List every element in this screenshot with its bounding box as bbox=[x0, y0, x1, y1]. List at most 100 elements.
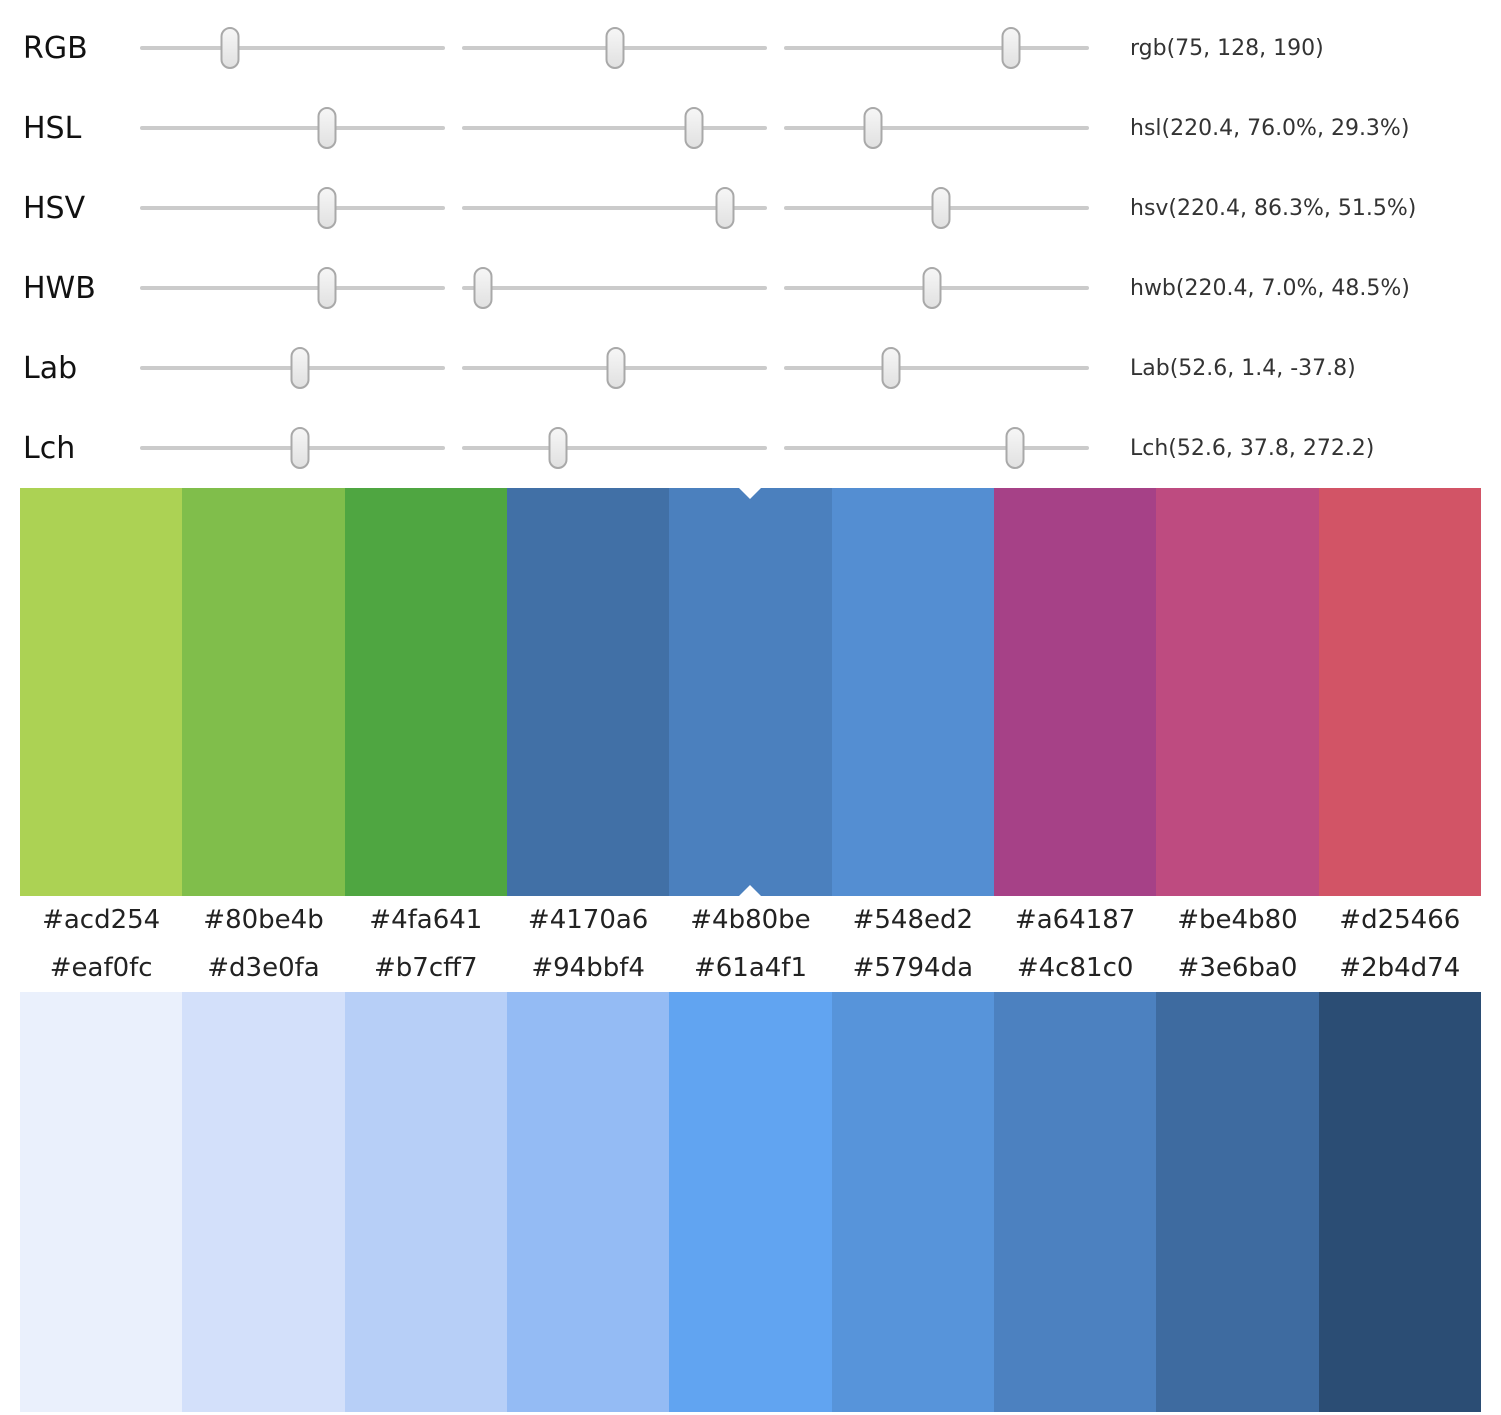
swatch-3e6ba0[interactable] bbox=[1156, 992, 1319, 1412]
swatch-5794da[interactable] bbox=[831, 992, 994, 1412]
slider-track[interactable] bbox=[462, 446, 767, 450]
slider-track[interactable] bbox=[784, 446, 1089, 450]
slider-track[interactable] bbox=[140, 126, 445, 130]
swatch-2b4d74[interactable] bbox=[1318, 992, 1481, 1412]
slider-thumb[interactable] bbox=[684, 107, 704, 149]
swatch-b7cff7[interactable] bbox=[344, 992, 507, 1412]
hue-labels: #acd254 #80be4b #4fa641 #4170a6 #4b80be #548e… bbox=[20, 896, 1481, 944]
swatch-hex-label: #3e6ba0 bbox=[1177, 953, 1298, 983]
swatch-hex-label: #be4b80 bbox=[1177, 905, 1298, 935]
slider-track[interactable] bbox=[140, 46, 445, 50]
hue-swatches bbox=[20, 488, 1481, 896]
swatch-d3e0fa[interactable] bbox=[182, 992, 345, 1412]
hsv-slider-s[interactable] bbox=[462, 185, 767, 231]
swatch-acd254[interactable] bbox=[20, 488, 183, 896]
hwb-slider-b[interactable] bbox=[784, 265, 1089, 311]
slider-track[interactable] bbox=[140, 286, 445, 290]
swatch-hex-label: #a64187 bbox=[1014, 905, 1136, 935]
slider-row-hsv: HSV hsv(220.4, 86.3%, 51.5%) bbox=[23, 168, 1501, 248]
slider-thumb[interactable] bbox=[863, 107, 883, 149]
swatch-hex-label: #4170a6 bbox=[527, 905, 649, 935]
hwb-slider-w[interactable] bbox=[462, 265, 767, 311]
slider-thumb[interactable] bbox=[606, 347, 626, 389]
swatch-hex-label: #61a4f1 bbox=[693, 953, 807, 983]
shade-swatches bbox=[20, 992, 1481, 1412]
colorspace-label-lab: Lab bbox=[23, 350, 78, 386]
hsl-slider-s[interactable] bbox=[462, 105, 767, 151]
slider-track[interactable] bbox=[462, 286, 767, 290]
swatch-548ed2[interactable] bbox=[831, 488, 994, 896]
slider-thumb[interactable] bbox=[1005, 427, 1025, 469]
rgb-slider-g[interactable] bbox=[462, 25, 767, 71]
slider-row-lab: Lab Lab(52.6, 1.4, -37.8) bbox=[23, 328, 1501, 408]
swatch-4fa641[interactable] bbox=[344, 488, 507, 896]
lab-slider-b[interactable] bbox=[784, 345, 1089, 391]
slider-thumb[interactable] bbox=[220, 27, 240, 69]
slider-thumb[interactable] bbox=[1001, 27, 1021, 69]
slider-track[interactable] bbox=[140, 206, 445, 210]
swatch-eaf0fc[interactable] bbox=[20, 992, 183, 1412]
slider-thumb[interactable] bbox=[473, 267, 493, 309]
slider-track[interactable] bbox=[784, 366, 1089, 370]
colorspace-value-lch: Lch(52.6, 37.8, 272.2) bbox=[1130, 435, 1375, 461]
slider-row-rgb: RGB rgb(75, 128, 190) bbox=[23, 8, 1501, 88]
rgb-slider-b[interactable] bbox=[784, 25, 1089, 71]
colorspace-label-hsl: HSL bbox=[23, 110, 82, 146]
slider-thumb[interactable] bbox=[290, 427, 310, 469]
swatch-4170a6[interactable] bbox=[506, 488, 670, 896]
sliders-panel: RGB rgb(75, 128, 190) HSL bbox=[0, 0, 1501, 488]
lab-slider-l[interactable] bbox=[140, 345, 445, 391]
shade-labels: #eaf0fc #d3e0fa #b7cff7 #94bbf4 #61a4f1 #5794… bbox=[20, 944, 1481, 992]
slider-thumb[interactable] bbox=[931, 187, 951, 229]
colorspace-label-hsv: HSV bbox=[23, 190, 86, 226]
lch-slider-h[interactable] bbox=[784, 425, 1089, 471]
slider-row-hsl: HSL hsl(220.4, 76.0%, 29.3%) bbox=[23, 88, 1501, 168]
rgb-slider-r[interactable] bbox=[140, 25, 445, 71]
swatch-d25466[interactable] bbox=[1318, 488, 1481, 896]
colorspace-label-hwb: HWB bbox=[23, 270, 96, 306]
slider-thumb[interactable] bbox=[317, 187, 337, 229]
hwb-slider-h[interactable] bbox=[140, 265, 445, 311]
slider-thumb[interactable] bbox=[922, 267, 942, 309]
slider-thumb[interactable] bbox=[290, 347, 310, 389]
swatch-94bbf4[interactable] bbox=[506, 992, 670, 1412]
hsl-slider-l[interactable] bbox=[784, 105, 1089, 151]
slider-thumb[interactable] bbox=[605, 27, 625, 69]
swatch-hex-label: #548ed2 bbox=[852, 905, 974, 935]
lab-slider-a[interactable] bbox=[462, 345, 767, 391]
slider-thumb[interactable] bbox=[317, 267, 337, 309]
swatch-4c81c0[interactable] bbox=[993, 992, 1157, 1412]
slider-thumb[interactable] bbox=[715, 187, 735, 229]
hsl-slider-h[interactable] bbox=[140, 105, 445, 151]
slider-thumb[interactable] bbox=[317, 107, 337, 149]
swatch-be4b80[interactable] bbox=[1156, 488, 1319, 896]
slider-track[interactable] bbox=[784, 46, 1089, 50]
swatch-hex-label: #5794da bbox=[852, 953, 973, 983]
swatch-4b80be[interactable] bbox=[669, 488, 832, 896]
slider-thumb[interactable] bbox=[548, 427, 568, 469]
colorspace-value-hsl: hsl(220.4, 76.0%, 29.3%) bbox=[1130, 115, 1410, 141]
slider-track[interactable] bbox=[462, 126, 767, 130]
lch-slider-c[interactable] bbox=[462, 425, 767, 471]
swatch-80be4b[interactable] bbox=[182, 488, 345, 896]
hue-palette: #acd254 #80be4b #4fa641 #4170a6 #4b80be #548e… bbox=[20, 488, 1481, 944]
swatch-hex-label: #2b4d74 bbox=[1339, 953, 1461, 983]
colorspace-value-lab: Lab(52.6, 1.4, -37.8) bbox=[1130, 355, 1356, 381]
slider-track[interactable] bbox=[462, 206, 767, 210]
swatch-61a4f1[interactable] bbox=[669, 992, 832, 1412]
swatch-hex-label: #d25466 bbox=[1339, 905, 1461, 935]
swatch-hex-label: #80be4b bbox=[203, 905, 324, 935]
slider-row-lch: Lch Lch(52.6, 37.8, 272.2) bbox=[23, 408, 1501, 488]
swatch-a64187[interactable] bbox=[993, 488, 1157, 896]
swatch-hex-label: #d3e0fa bbox=[207, 953, 320, 983]
swatch-hex-label: #4fa641 bbox=[369, 905, 483, 935]
slider-thumb[interactable] bbox=[881, 347, 901, 389]
hsv-slider-h[interactable] bbox=[140, 185, 445, 231]
slider-track[interactable] bbox=[784, 126, 1089, 130]
colorspace-value-rgb: rgb(75, 128, 190) bbox=[1130, 35, 1324, 61]
lch-slider-l[interactable] bbox=[140, 425, 445, 471]
hsv-slider-v[interactable] bbox=[784, 185, 1089, 231]
swatch-hex-label: #4b80be bbox=[690, 905, 811, 935]
colorspace-label-lch: Lch bbox=[23, 430, 76, 466]
